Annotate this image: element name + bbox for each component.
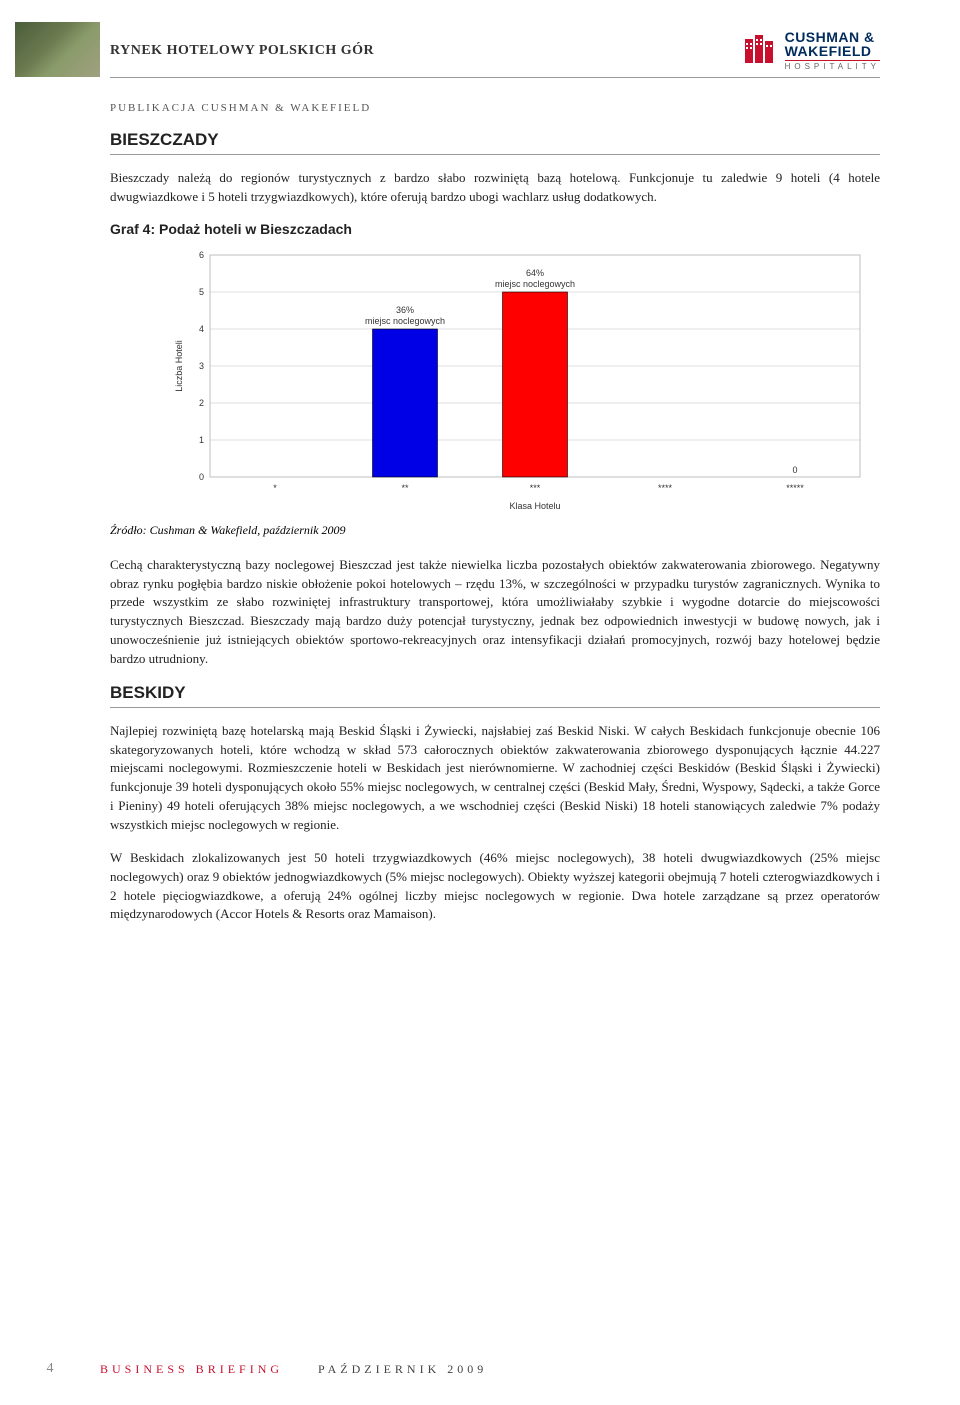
svg-text:Klasa Hotelu: Klasa Hotelu [509, 501, 560, 511]
svg-text:36%: 36% [396, 305, 414, 315]
section-title-beskidy: BESKIDY [110, 683, 880, 708]
svg-text:****: **** [658, 483, 673, 493]
svg-text:*: * [273, 483, 277, 493]
footer-briefing: BUSINESS BRIEFING [100, 1362, 283, 1376]
footer-date: PAŹDZIERNIK 2009 [318, 1362, 487, 1376]
logo-line1: CUSHMAN & [785, 30, 880, 44]
page-number: 4 [0, 1361, 100, 1377]
svg-text:5: 5 [199, 287, 204, 297]
svg-text:1: 1 [199, 435, 204, 445]
para-beskidy-1: Najlepiej rozwiniętą bazę hotelarską maj… [110, 722, 880, 835]
publication-subhead: PUBLIKACJA CUSHMAN & WAKEFIELD [110, 102, 880, 114]
brand-logo: CUSHMAN & WAKEFIELD HOSPITALITY [743, 30, 880, 71]
chart-title: Graf 4: Podaż hoteli w Bieszczadach [110, 221, 880, 237]
page-header: RYNEK HOTELOWY POLSKICH GÓR CUSHMAN & WA… [110, 30, 880, 78]
logo-icon [743, 35, 779, 67]
logo-text: CUSHMAN & WAKEFIELD HOSPITALITY [785, 30, 880, 71]
svg-text:2: 2 [199, 398, 204, 408]
para-bieszczady-2: Cechą charakterystyczną bazy noclegowej … [110, 556, 880, 669]
page-footer: 4 BUSINESS BRIEFING PAŹDZIERNIK 2009 [0, 1361, 960, 1377]
svg-text:64%: 64% [526, 268, 544, 278]
header-title: RYNEK HOTELOWY POLSKICH GÓR [110, 43, 743, 59]
svg-text:3: 3 [199, 361, 204, 371]
section-title-bieszczady: BIESZCZADY [110, 130, 880, 155]
chart-source: Źródło: Cushman & Wakefield, październik… [110, 523, 880, 538]
logo-subtitle: HOSPITALITY [785, 63, 880, 71]
bar-chart: 0123456Liczba Hoteli***36%miejsc noclego… [110, 247, 880, 517]
para-bieszczady-1: Bieszczady należą do regionów turystyczn… [110, 169, 880, 207]
para-beskidy-2: W Beskidach zlokalizowanych jest 50 hote… [110, 849, 880, 924]
svg-text:miejsc noclegowych: miejsc noclegowych [495, 279, 575, 289]
document-page: RYNEK HOTELOWY POLSKICH GÓR CUSHMAN & WA… [0, 0, 960, 1405]
logo-line2: WAKEFIELD [785, 44, 880, 61]
svg-text:6: 6 [199, 250, 204, 260]
svg-text:0: 0 [199, 472, 204, 482]
svg-text:**: ** [401, 483, 409, 493]
svg-text:*****: ***** [786, 483, 804, 493]
svg-text:0: 0 [792, 465, 797, 475]
footer-text: BUSINESS BRIEFING PAŹDZIERNIK 2009 [100, 1362, 487, 1377]
svg-text:Liczba Hoteli: Liczba Hoteli [174, 340, 184, 392]
header-photo [15, 22, 100, 77]
svg-text:miejsc noclegowych: miejsc noclegowych [365, 316, 445, 326]
svg-text:***: *** [530, 483, 541, 493]
chart-svg: 0123456Liczba Hoteli***36%miejsc noclego… [110, 247, 880, 517]
svg-text:4: 4 [199, 324, 204, 334]
